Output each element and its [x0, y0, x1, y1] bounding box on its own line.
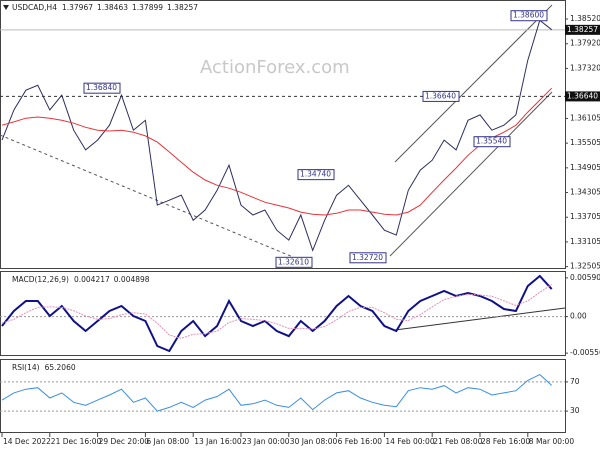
y-tick-label: 1.32505 [570, 262, 600, 271]
macd-frame [0, 271, 566, 356]
annotation-box [275, 256, 313, 268]
panel-title: MACD(12,26,9) [12, 275, 69, 284]
readout: 65.2060 [45, 363, 76, 372]
price-frame [0, 0, 566, 269]
y-tick-label: 1.33105 [570, 237, 600, 246]
level-label: 1.36640 [567, 91, 598, 100]
x-tick-label: 6 Feb 16:00 [338, 437, 383, 446]
level-box [565, 91, 600, 102]
series-line [1, 284, 552, 339]
readout: 0.004217 [74, 275, 110, 284]
annotation-box [83, 82, 121, 94]
y-tick-label: 1.37920 [570, 39, 600, 48]
annotation-label: 1.35540 [476, 137, 507, 146]
title-arrow [3, 5, 9, 10]
x-tick-label: 29 Dec 20:00 [99, 437, 150, 446]
panel-title: USDCAD,H4 [12, 3, 57, 12]
x-tick-label: 28 Feb 16:00 [481, 437, 530, 446]
x-tick-label: 30 Jan 08:00 [290, 437, 338, 446]
y-tick-label: 1.37320 [570, 63, 600, 72]
panel-title: RSI(14) [12, 363, 40, 372]
readout: 1.38463 [97, 3, 128, 12]
x-tick-label: 8 Mar 00:00 [529, 437, 575, 446]
macd-trendline [394, 307, 566, 331]
annotation-label: 1.32720 [352, 253, 383, 262]
series-line [1, 374, 553, 412]
y-tick-label: 1.36105 [570, 113, 600, 122]
x-tick-label: 6 Jan 08:00 [146, 437, 189, 446]
trendline [0, 134, 306, 263]
channel-line [394, 4, 553, 163]
y-tick-label: 1.33705 [570, 212, 600, 221]
readout: 0.004898 [114, 275, 150, 284]
channel-line [389, 91, 553, 257]
annotation-label: 1.34740 [300, 170, 331, 179]
y-tick-label: 1.35505 [570, 138, 600, 147]
y-tick-label: 0.005908 [570, 273, 600, 282]
readout: 1.38257 [167, 3, 198, 12]
x-tick-label: 13 Jan 16:00 [194, 437, 242, 446]
price-box [565, 24, 600, 35]
series-line [1, 274, 553, 353]
annotation-box [473, 136, 511, 148]
watermark: ActionForex.com [200, 57, 350, 78]
annotation-box [510, 10, 548, 22]
annotation-label: 1.32610 [278, 257, 309, 266]
x-tick-label: 21 Dec 16:00 [51, 437, 102, 446]
x-tick-label: 23 Jan 00:00 [242, 437, 290, 446]
annotation-box [297, 169, 335, 181]
readout: 1.37899 [132, 3, 163, 12]
annotation-box [349, 252, 387, 264]
x-tick-label: 14 Dec 2022 [3, 437, 51, 446]
y-tick-label: 70 [570, 377, 580, 386]
annotation-box [422, 90, 460, 102]
y-tick-label: 30 [570, 406, 580, 415]
y-tick-label: 1.34305 [570, 188, 600, 197]
x-tick-label: 14 Feb 00:00 [385, 437, 434, 446]
readout: 1.37967 [62, 3, 93, 12]
y-tick-label: -0.005563 [570, 348, 600, 357]
series-line [1, 19, 553, 252]
x-tick-label: 21 Feb 08:00 [433, 437, 482, 446]
rsi-frame [0, 359, 566, 433]
y-tick-label: 1.38520 [570, 14, 600, 23]
annotation-label: 1.36640 [425, 91, 456, 100]
annotation-label: 1.38600 [513, 11, 544, 20]
price-label: 1.38257 [567, 25, 598, 34]
series-line [1, 87, 553, 216]
y-tick-label: 0.00 [570, 312, 587, 321]
y-tick-label: 1.34905 [570, 163, 600, 172]
annotation-label: 1.36840 [86, 83, 117, 92]
plot-layer: USDCAD,H4 1.37967 1.38463 1.37899 1.38257 1.3… [0, 3, 600, 446]
